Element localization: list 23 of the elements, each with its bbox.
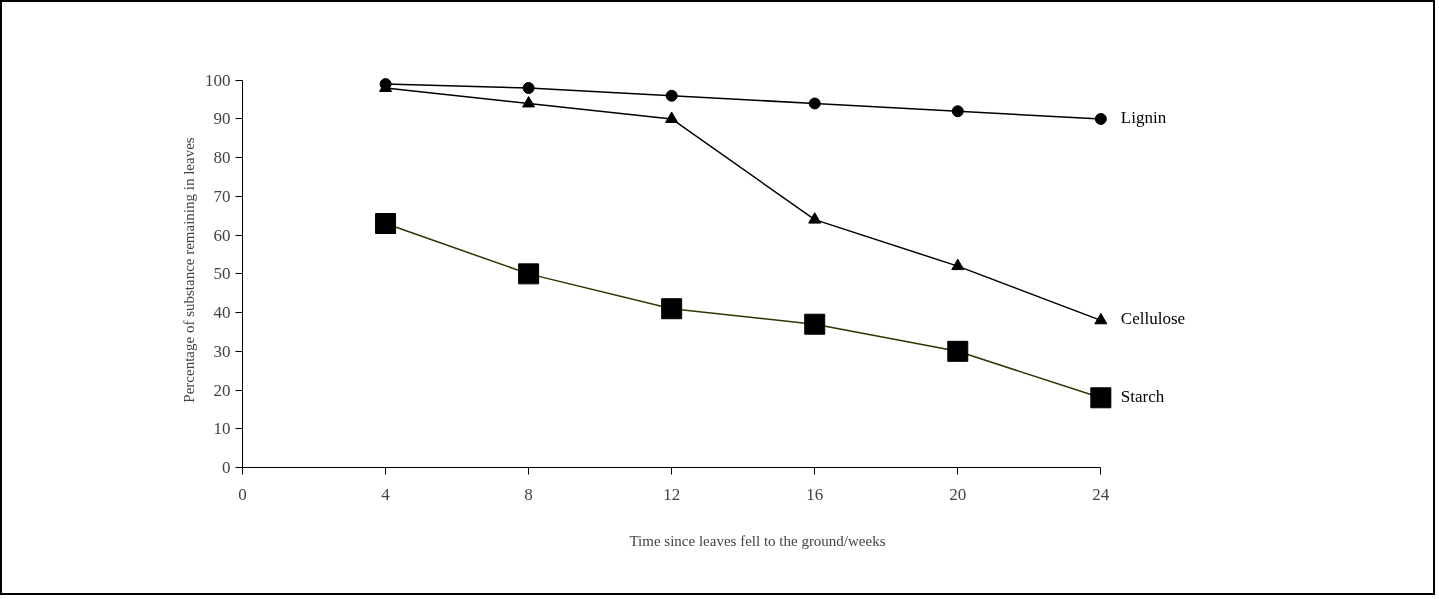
- x-tick-label: 4: [381, 484, 391, 504]
- series-label: Starch: [1120, 386, 1165, 406]
- x-tick-label: 12: [663, 484, 681, 504]
- x-axis-title: Time since leaves fell to the ground/weeks: [629, 532, 886, 549]
- x-tick-label: 0: [238, 484, 247, 504]
- y-tick-label: 20: [213, 380, 231, 400]
- y-tick-label: 90: [213, 109, 231, 129]
- x-tick-label: 20: [949, 484, 967, 504]
- x-tick-label: 8: [524, 484, 533, 504]
- y-axis-title: Percentage of substance remaining in leaves: [181, 137, 197, 403]
- y-tick-label: 10: [213, 419, 231, 439]
- y-tick-label: 60: [213, 225, 231, 245]
- y-tick-label: 80: [213, 148, 231, 168]
- y-tick-label: 70: [213, 186, 231, 206]
- y-tick-label: 30: [213, 341, 231, 361]
- series-label: Cellulose: [1120, 309, 1186, 329]
- y-tick-label: 0: [222, 458, 231, 477]
- y-tick-label: 100: [205, 70, 231, 90]
- y-tick-label: 50: [213, 264, 231, 284]
- x-tick-label: 16: [806, 484, 824, 504]
- y-tick-label: 40: [213, 303, 231, 323]
- x-tick-label: 24: [1092, 484, 1110, 504]
- series-label: Lignin: [1120, 107, 1167, 127]
